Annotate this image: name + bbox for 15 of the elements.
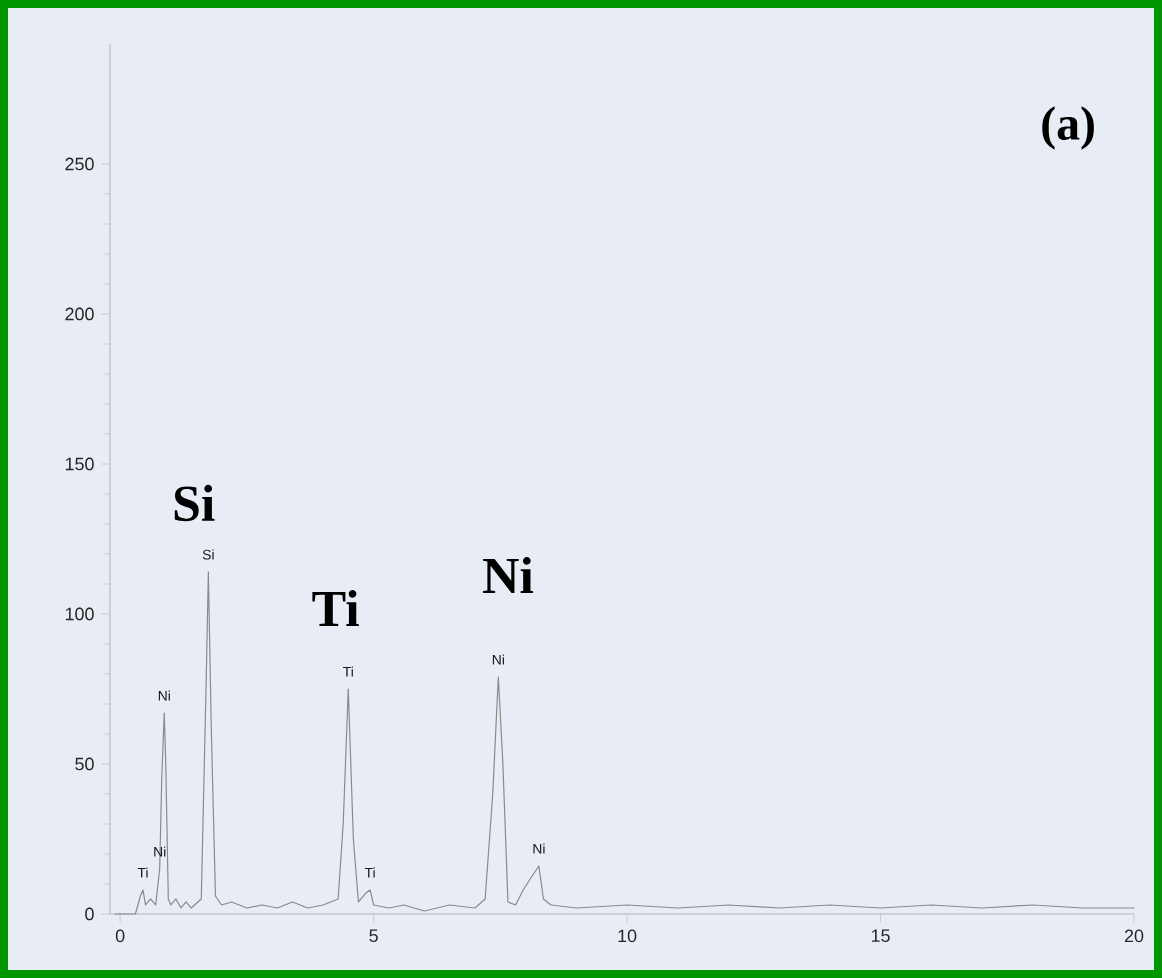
y-tick-label: 150: [65, 457, 94, 471]
annotation: Ni: [483, 557, 534, 593]
annotation: (a): [1042, 106, 1094, 150]
y-tick-label: 0: [85, 907, 94, 921]
x-tick-label: 15: [871, 929, 890, 943]
x-tick-label: 20: [1124, 929, 1144, 943]
annotation: Ti: [312, 590, 359, 626]
annotation: Si: [174, 484, 215, 522]
y-tick-label: 200: [65, 307, 94, 321]
y-tick-label: 100: [65, 607, 94, 621]
x-tick-label: 0: [115, 929, 125, 943]
y-tick-label: 50: [75, 757, 94, 771]
x-tick-label: 10: [618, 929, 637, 943]
x-tick-label: 5: [369, 929, 378, 943]
y-tick-label: 250: [65, 157, 94, 171]
